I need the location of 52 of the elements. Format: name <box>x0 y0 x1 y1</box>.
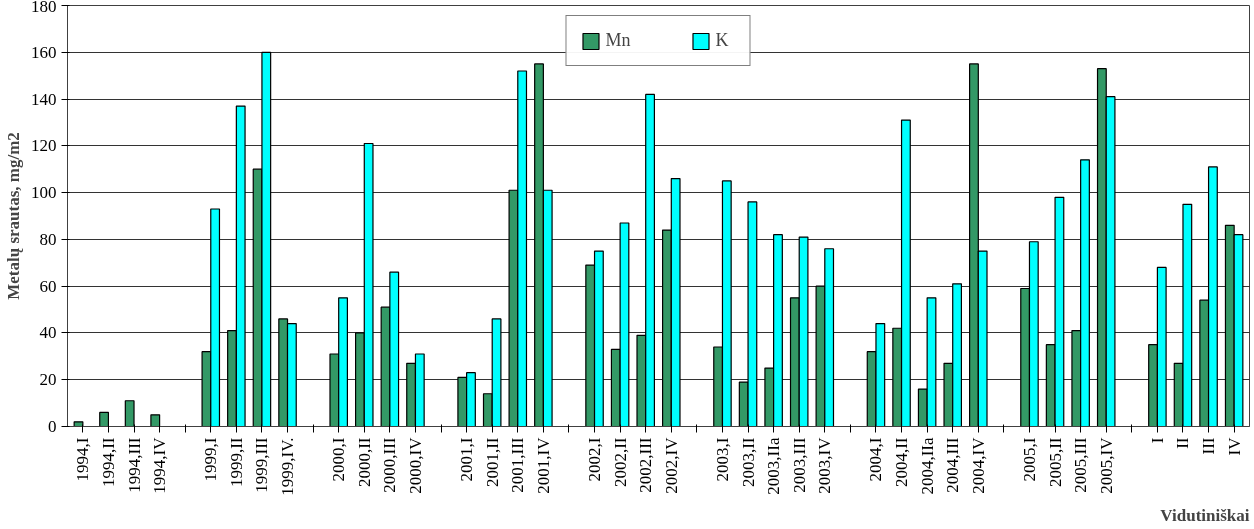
x-tick-label: 1994,IV <box>150 436 170 494</box>
x-tick-label: 2003,IV <box>815 436 835 494</box>
x-tick-label: 2004,IV <box>968 436 988 494</box>
x-axis-title: Vidutiniškai <box>1160 505 1250 525</box>
y-tick-label: 60 <box>39 276 57 296</box>
x-tick-label: 1999,IV. <box>278 437 298 496</box>
y-tick-label: 80 <box>39 229 57 249</box>
x-tick-label: 2001,IV <box>533 436 553 494</box>
x-tick-label: IV <box>1224 436 1244 456</box>
x-tick-label: 2003,I <box>712 437 732 482</box>
x-tick-label: 2003,IIa <box>764 437 784 495</box>
x-tick-label: 2002,III <box>636 437 656 493</box>
x-tick-label: II <box>1173 437 1193 449</box>
x-tick-label: 2002,IV <box>661 436 681 494</box>
y-tick-label: 140 <box>31 89 57 109</box>
legend-label: Mn <box>605 30 631 51</box>
x-tick-label: 2004,I <box>866 437 886 482</box>
x-tick-label: 2000,IV <box>405 436 425 494</box>
x-tick-label: 2005,IV <box>1096 436 1116 494</box>
y-tick-label: 120 <box>31 136 57 156</box>
x-tick-label: 2003,III <box>789 437 809 493</box>
x-tick-label: 2005,II <box>1045 437 1065 488</box>
x-tick-label: 2004,II <box>892 437 912 488</box>
x-tick-label: 2005,I <box>1019 437 1039 482</box>
x-tick-label: 1999,II <box>226 437 246 488</box>
x-tick-label: 2000,II <box>354 437 374 488</box>
x-tick-label: III <box>1199 437 1219 455</box>
x-tick-label: 2004,IIa <box>917 437 937 495</box>
y-tick-label: 180 <box>31 0 57 16</box>
x-tick-label: 2004,III <box>943 437 963 493</box>
y-tick-label: 100 <box>31 183 57 203</box>
x-tick-label: 2005,III <box>1071 437 1091 493</box>
legend-label: K <box>715 30 730 51</box>
x-tick-label: 1999,III <box>252 437 272 493</box>
x-tick-label: 2001,I <box>457 437 477 482</box>
x-tick-label: 2000,I <box>329 437 349 482</box>
y-tick-label: 160 <box>31 42 57 62</box>
y-tick-label: 0 <box>48 417 57 436</box>
y-tick-label: 20 <box>39 370 57 390</box>
y-axis-title: Metalų srautas, mg/m2 <box>4 132 23 300</box>
y-tick-label: 40 <box>39 323 57 343</box>
x-tick-label: I <box>1147 437 1167 444</box>
x-tick-label: 2002,II <box>610 437 630 488</box>
x-tick-label: 1994,III <box>124 437 144 493</box>
x-tick-label: 1994,II <box>98 437 118 488</box>
x-tick-label: 1994,I <box>73 437 93 482</box>
x-tick-label: 2003,II <box>738 437 758 488</box>
x-tick-label: 2001,II <box>482 437 502 488</box>
x-tick-label: 2000,III <box>380 437 400 493</box>
x-tick-label: 2001,III <box>508 437 528 493</box>
x-tick-label: 1999,I <box>201 437 221 482</box>
x-tick-label: 2002,I <box>585 437 605 482</box>
